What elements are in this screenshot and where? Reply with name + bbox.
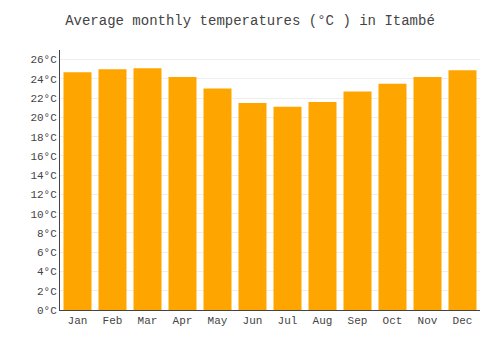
svg-text:Jun: Jun xyxy=(243,315,263,327)
svg-text:26°C: 26°C xyxy=(30,54,57,66)
svg-text:Apr: Apr xyxy=(173,315,193,327)
svg-text:Sep: Sep xyxy=(348,315,368,327)
svg-text:May: May xyxy=(208,315,228,327)
svg-text:16°C: 16°C xyxy=(30,151,57,163)
svg-text:24°C: 24°C xyxy=(30,74,57,86)
svg-text:Jul: Jul xyxy=(278,315,298,327)
svg-text:20°C: 20°C xyxy=(30,112,57,124)
svg-text:18°C: 18°C xyxy=(30,132,57,144)
svg-text:Jan: Jan xyxy=(68,315,88,327)
svg-text:10°C: 10°C xyxy=(30,209,57,221)
svg-text:Oct: Oct xyxy=(383,315,403,327)
svg-text:14°C: 14°C xyxy=(30,170,57,182)
svg-text:Feb: Feb xyxy=(103,315,123,327)
svg-text:Dec: Dec xyxy=(453,315,473,327)
svg-text:22°C: 22°C xyxy=(30,93,57,105)
svg-text:0°C: 0°C xyxy=(37,305,57,317)
svg-text:Aug: Aug xyxy=(313,315,333,327)
svg-text:12°C: 12°C xyxy=(30,189,57,201)
svg-text:Mar: Mar xyxy=(138,315,158,327)
svg-text:Average monthly temperatures (: Average monthly temperatures (°C ) in It… xyxy=(65,13,435,29)
svg-text:8°C: 8°C xyxy=(37,228,57,240)
svg-text:4°C: 4°C xyxy=(37,266,57,278)
svg-text:6°C: 6°C xyxy=(37,247,57,259)
svg-text:Nov: Nov xyxy=(418,315,438,327)
svg-text:2°C: 2°C xyxy=(37,286,57,298)
